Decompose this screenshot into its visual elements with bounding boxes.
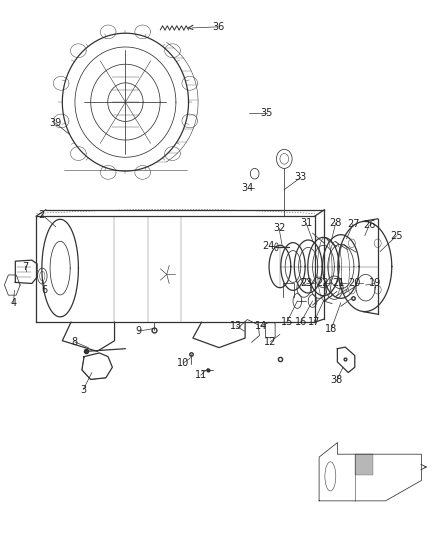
Text: 6: 6 <box>42 285 48 295</box>
Text: 4: 4 <box>11 297 17 308</box>
Text: 23: 23 <box>300 278 312 288</box>
Text: 25: 25 <box>390 231 403 241</box>
Text: 2: 2 <box>39 209 45 220</box>
Text: 3: 3 <box>80 384 86 394</box>
Text: 31: 31 <box>300 218 312 228</box>
Text: 38: 38 <box>330 375 343 385</box>
Text: 22: 22 <box>316 278 329 288</box>
FancyBboxPatch shape <box>355 454 373 474</box>
Text: 19: 19 <box>369 278 381 288</box>
Text: 15: 15 <box>281 317 293 327</box>
Text: 10: 10 <box>177 358 190 368</box>
Text: 35: 35 <box>261 108 273 118</box>
Text: 34: 34 <box>242 183 254 193</box>
Text: 11: 11 <box>194 370 207 380</box>
Text: 13: 13 <box>230 321 243 331</box>
Text: 33: 33 <box>295 172 307 182</box>
Text: 32: 32 <box>273 223 285 233</box>
Text: 8: 8 <box>71 337 78 347</box>
Text: 39: 39 <box>49 118 62 128</box>
Text: 18: 18 <box>325 324 337 334</box>
Text: 16: 16 <box>295 317 307 327</box>
Text: 36: 36 <box>212 22 224 32</box>
Text: 28: 28 <box>329 218 342 228</box>
Text: 27: 27 <box>347 219 359 229</box>
Text: 12: 12 <box>264 337 276 347</box>
Text: 26: 26 <box>363 220 375 230</box>
Text: 9: 9 <box>135 326 141 336</box>
Text: 20: 20 <box>349 278 361 288</box>
Text: 14: 14 <box>254 321 267 331</box>
Text: 24: 24 <box>262 241 275 252</box>
Text: 17: 17 <box>307 317 320 327</box>
Text: 7: 7 <box>22 262 28 271</box>
Text: 21: 21 <box>332 278 345 288</box>
